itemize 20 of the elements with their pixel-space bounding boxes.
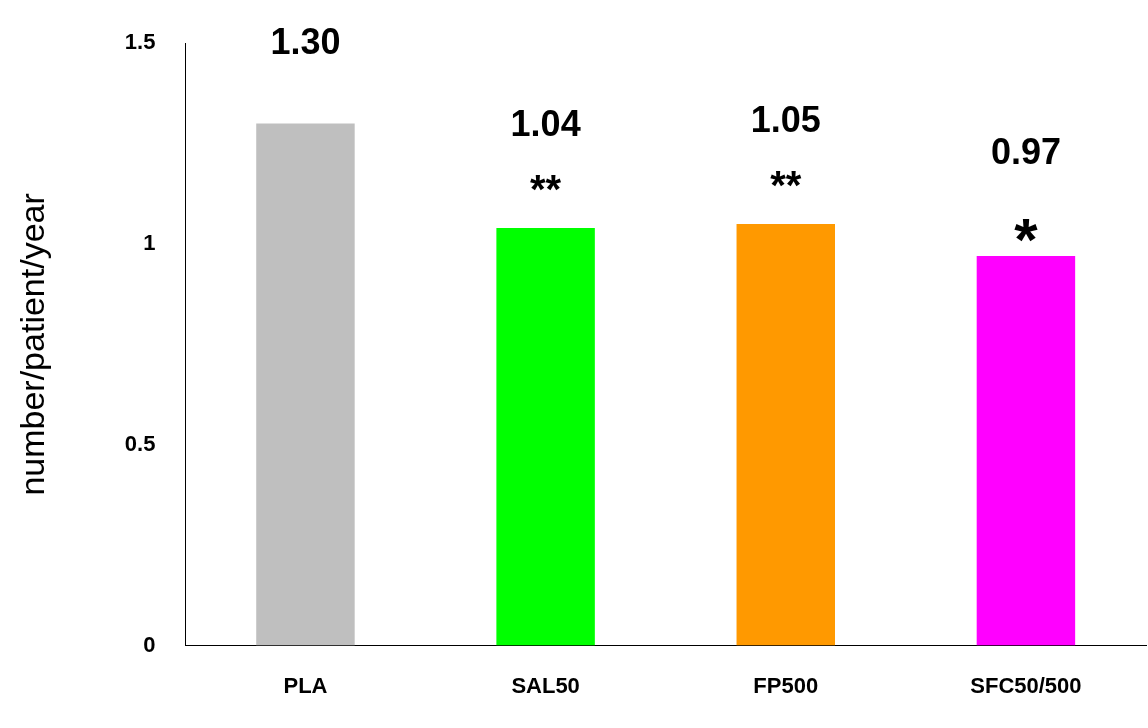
bar: [256, 123, 355, 646]
x-tick-label: SFC50/500: [970, 672, 1082, 698]
annotation: **: [530, 166, 562, 211]
annotation: **: [770, 162, 802, 207]
x-tick-label: PLA: [283, 672, 328, 698]
y-axis-title: number/patient/year: [12, 193, 51, 496]
y-tick-label: 0: [143, 631, 156, 657]
bar: [496, 227, 595, 646]
data-label: 1.30: [270, 20, 341, 62]
data-label: 1.04: [510, 102, 581, 144]
x-tick-label: FP500: [753, 672, 819, 698]
data-label: 0.97: [990, 131, 1061, 173]
annotation: *: [1014, 206, 1039, 274]
y-tick-label: 0.5: [124, 430, 156, 456]
y-tick-label: 1: [143, 230, 156, 256]
data-label: 1.05: [750, 98, 821, 140]
x-tick-label: SAL50: [511, 672, 580, 698]
y-tick-label: 1.5: [124, 29, 156, 55]
bar: [736, 223, 835, 646]
bar: [976, 256, 1076, 646]
